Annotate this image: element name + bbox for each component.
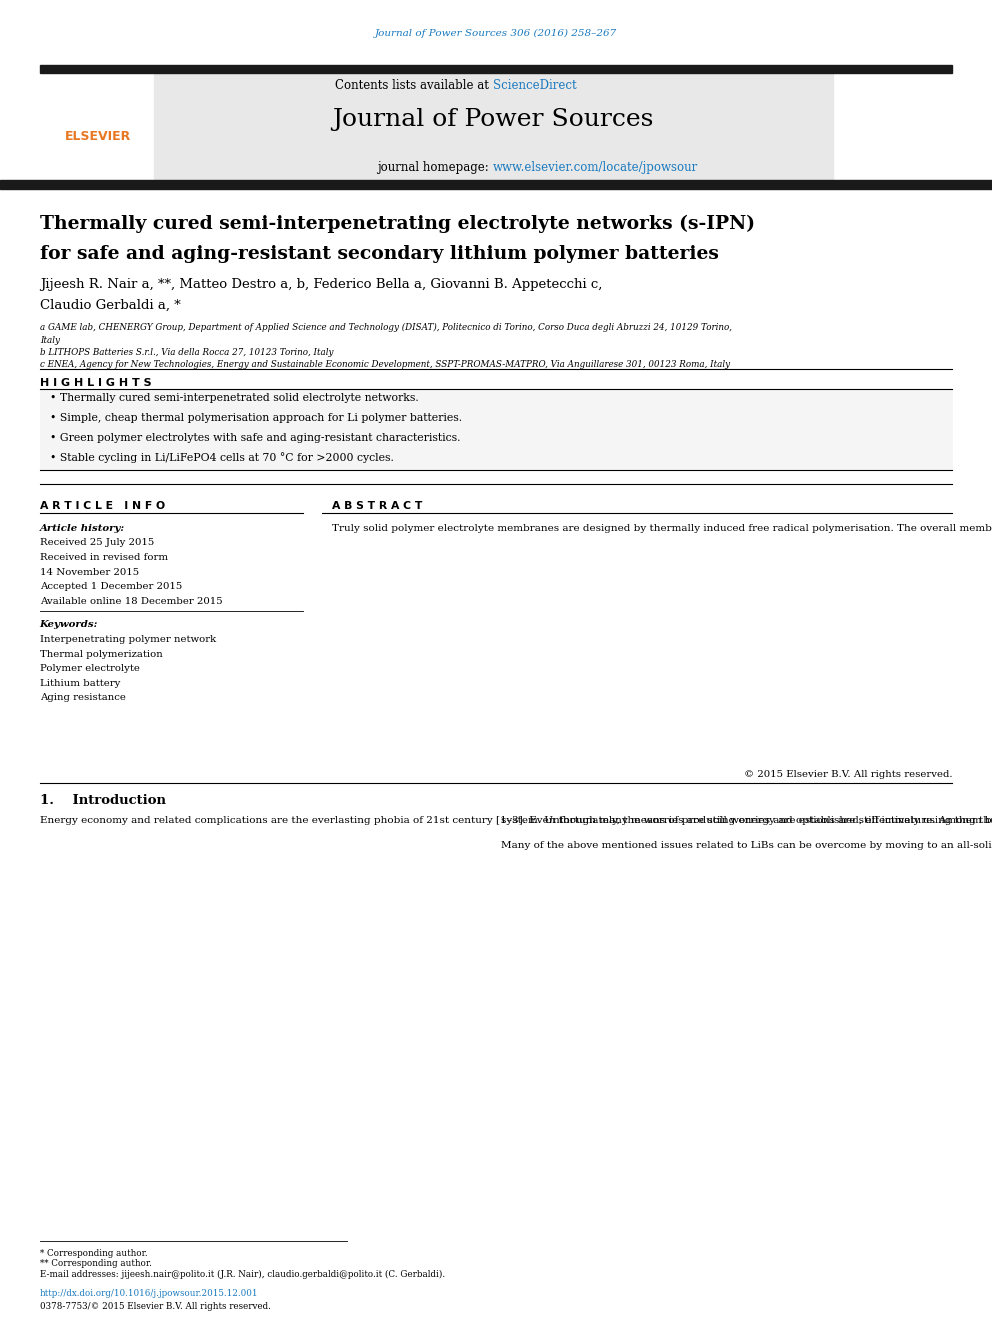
Text: journal homepage:: journal homepage: (378, 161, 493, 175)
Text: Contents lists available at: Contents lists available at (335, 79, 493, 93)
Text: Keywords:: Keywords: (40, 620, 98, 630)
Text: Lithium battery: Lithium battery (40, 679, 120, 688)
Text: Truly solid polymer electrolyte membranes are designed by thermally induced free: Truly solid polymer electrolyte membrane… (332, 524, 992, 533)
Text: Jijeesh R. Nair a, **, Matteo Destro a, b, Federico Bella a, Giovanni B. Appetec: Jijeesh R. Nair a, **, Matteo Destro a, … (40, 278, 602, 291)
Text: • Green polymer electrolytes with safe and aging-resistant characteristics.: • Green polymer electrolytes with safe a… (50, 433, 460, 443)
Text: Thermally cured semi-interpenetrating electrolyte networks (s-IPN): Thermally cured semi-interpenetrating el… (40, 214, 755, 233)
Text: Aging resistance: Aging resistance (40, 693, 126, 703)
Text: for safe and aging-resistant secondary lithium polymer batteries: for safe and aging-resistant secondary l… (40, 245, 718, 263)
Text: Accepted 1 December 2015: Accepted 1 December 2015 (40, 582, 182, 591)
Text: Received in revised form: Received in revised form (40, 553, 168, 562)
Text: Interpenetrating polymer network: Interpenetrating polymer network (40, 635, 216, 644)
Text: a GAME lab, CHENERGY Group, Department of Applied Science and Technology (DISAT): a GAME lab, CHENERGY Group, Department o… (40, 323, 732, 332)
Text: Available online 18 December 2015: Available online 18 December 2015 (40, 597, 222, 606)
Text: ScienceDirect: ScienceDirect (493, 79, 576, 93)
Text: Thermal polymerization: Thermal polymerization (40, 650, 163, 659)
Bar (154, 73, 833, 183)
Text: ELSEVIER: ELSEVIER (64, 130, 131, 143)
Text: • Simple, cheap thermal polymerisation approach for Li polymer batteries.: • Simple, cheap thermal polymerisation a… (50, 413, 461, 423)
Text: E-mail addresses: jijeesh.nair@polito.it (J.R. Nair), claudio.gerbaldi@polito.it: E-mail addresses: jijeesh.nair@polito.it… (40, 1270, 444, 1279)
Text: 14 November 2015: 14 November 2015 (40, 568, 139, 577)
Text: Claudio Gerbaldi a, *: Claudio Gerbaldi a, * (40, 299, 181, 312)
Text: Article history:: Article history: (40, 524, 125, 533)
Text: Journal of Power Sources: Journal of Power Sources (332, 108, 654, 131)
Bar (40, 389, 952, 470)
Text: * Corresponding author.: * Corresponding author. (40, 1249, 147, 1258)
Text: Polymer electrolyte: Polymer electrolyte (40, 664, 140, 673)
Text: A B S T R A C T: A B S T R A C T (332, 501, 423, 512)
Text: Italy: Italy (40, 336, 60, 345)
Text: • Stable cycling in Li/LiFePO4 cells at 70 °C for >2000 cycles.: • Stable cycling in Li/LiFePO4 cells at … (50, 452, 394, 463)
Text: A R T I C L E   I N F O: A R T I C L E I N F O (40, 501, 165, 512)
Text: Received 25 July 2015: Received 25 July 2015 (40, 538, 154, 548)
Text: www.elsevier.com/locate/jpowsour: www.elsevier.com/locate/jpowsour (493, 161, 698, 175)
Text: 0378-7753/© 2015 Elsevier B.V. All rights reserved.: 0378-7753/© 2015 Elsevier B.V. All right… (40, 1302, 271, 1311)
Bar (0, 180, 992, 189)
Text: ** Corresponding author.: ** Corresponding author. (40, 1259, 152, 1269)
Text: • Thermally cured semi-interpenetrated solid electrolyte networks.: • Thermally cured semi-interpenetrated s… (50, 393, 419, 404)
Text: 1.    Introduction: 1. Introduction (40, 794, 166, 807)
Text: © 2015 Elsevier B.V. All rights reserved.: © 2015 Elsevier B.V. All rights reserved… (744, 770, 952, 779)
Text: Energy economy and related complications are the everlasting phobia of 21st cent: Energy economy and related complications… (40, 816, 992, 826)
Text: system. Unfortunately, the worries are still worries and options are still immat: system. Unfortunately, the worries are s… (501, 816, 992, 849)
Text: c ENEA, Agency for New Technologies, Energy and Sustainable Economic Development: c ENEA, Agency for New Technologies, Ene… (40, 360, 730, 369)
Text: Journal of Power Sources 306 (2016) 258–267: Journal of Power Sources 306 (2016) 258–… (375, 29, 617, 38)
Text: b LITHOPS Batteries S.r.l., Via della Rocca 27, 10123 Torino, Italy: b LITHOPS Batteries S.r.l., Via della Ro… (40, 348, 333, 357)
Text: H I G H L I G H T S: H I G H L I G H T S (40, 378, 152, 389)
Bar (40, 65, 952, 73)
Text: http://dx.doi.org/10.1016/j.jpowsour.2015.12.001: http://dx.doi.org/10.1016/j.jpowsour.201… (40, 1289, 258, 1298)
